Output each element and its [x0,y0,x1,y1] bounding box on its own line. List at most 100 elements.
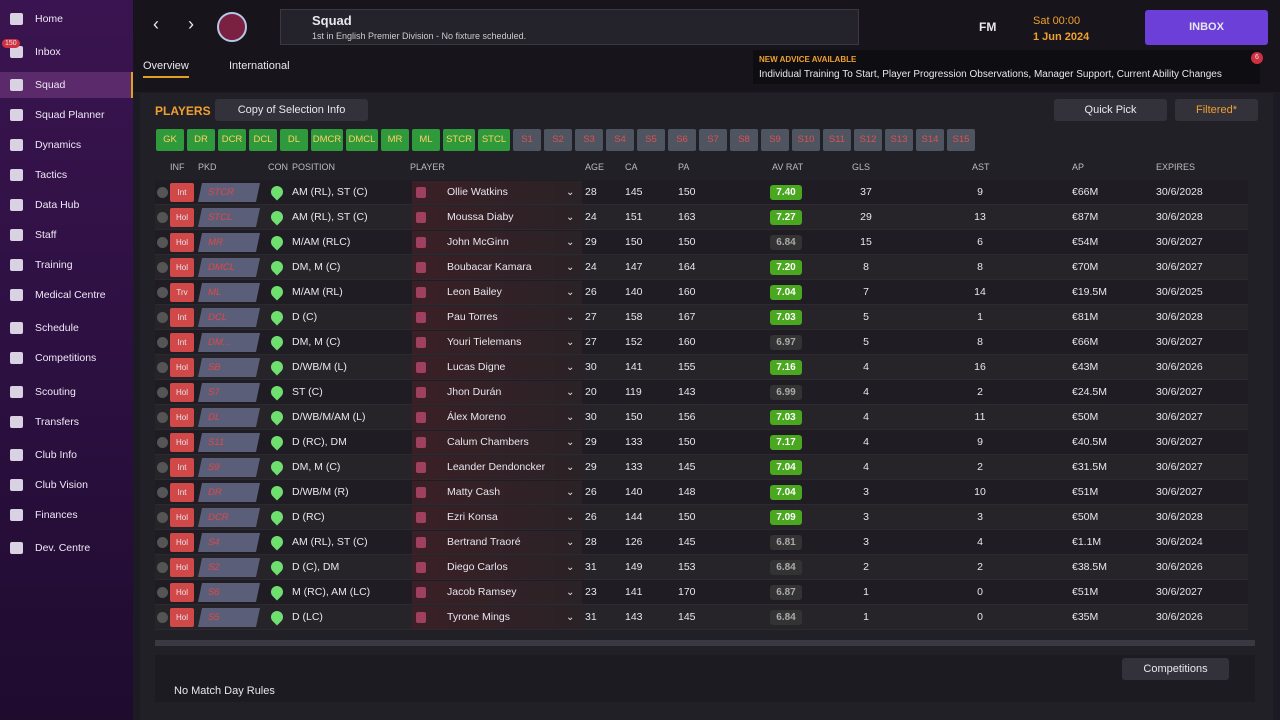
column-header[interactable]: PA [678,162,690,172]
player-row[interactable] [155,580,1248,605]
nav-item[interactable]: Inbox [0,39,133,65]
picked-position[interactable]: S9 [197,458,261,477]
column-header[interactable]: POSITION [292,162,336,172]
player-name[interactable]: Moussa Diaby [447,211,514,223]
nav-item[interactable]: Club Vision [0,472,133,498]
inbox-button[interactable]: INBOX [1145,10,1268,45]
player-name[interactable]: Jhon Durán [447,386,502,398]
player-name[interactable]: Ezri Konsa [447,511,498,523]
nav-item[interactable]: Tactics [0,162,133,188]
nav-item[interactable]: Squad [0,72,133,98]
row-dropdown[interactable]: ⌄ [566,262,575,273]
picked-position[interactable]: S11 [197,433,261,452]
player-row[interactable] [155,280,1248,305]
position-filter[interactable]: DCL [249,129,277,151]
select-check[interactable] [157,587,168,598]
player-name[interactable]: Pau Torres [447,311,498,323]
position-filter[interactable]: S8 [730,129,758,151]
position-filter[interactable]: S11 [823,129,851,151]
select-check[interactable] [157,212,168,223]
forward-button[interactable]: › [188,14,194,34]
select-check[interactable] [157,312,168,323]
position-filter[interactable]: S4 [606,129,634,151]
picked-position[interactable]: DR [197,483,261,502]
position-filter[interactable]: DL [280,129,308,151]
player-name[interactable]: Ollie Watkins [447,186,508,198]
player-row[interactable] [155,555,1248,580]
position-filter[interactable]: GK [156,129,184,151]
player-name[interactable]: Diego Carlos [447,561,508,573]
scrollbar[interactable] [155,640,1255,646]
column-header[interactable]: CA [625,162,638,172]
nav-item[interactable]: Squad Planner [0,102,133,128]
position-filter[interactable]: STCL [478,129,510,151]
picked-position[interactable]: S7 [197,383,261,402]
position-filter[interactable]: S3 [575,129,603,151]
select-check[interactable] [157,362,168,373]
picked-position[interactable]: DMCL [197,258,261,277]
quick-pick[interactable]: Quick Pick [1054,99,1167,121]
club-badge[interactable] [217,12,247,42]
picked-position[interactable]: MR [197,233,261,252]
player-name[interactable]: Calum Chambers [447,436,529,448]
player-row[interactable] [155,530,1248,555]
position-filter[interactable]: S9 [761,129,789,151]
column-header[interactable]: GLS [852,162,871,172]
row-dropdown[interactable]: ⌄ [566,437,575,448]
select-check[interactable] [157,562,168,573]
picked-position[interactable]: DCR [197,508,261,527]
row-dropdown[interactable]: ⌄ [566,337,575,348]
player-row[interactable] [155,430,1248,455]
player-name[interactable]: Tyrone Mings [447,611,511,623]
row-dropdown[interactable]: ⌄ [566,512,575,523]
player-row[interactable] [155,230,1248,255]
picked-position[interactable]: DCL [197,308,261,327]
column-header[interactable]: PKD [198,162,217,172]
nav-item[interactable]: Home [0,6,133,32]
nav-item[interactable]: Club Info [0,442,133,468]
column-header[interactable]: CON [268,162,288,172]
position-filter[interactable]: DMCL [346,129,378,151]
player-name[interactable]: John McGinn [447,236,509,248]
position-filter[interactable]: S10 [792,129,820,151]
position-filter[interactable]: DMCR [311,129,343,151]
column-header[interactable]: AV RAT [772,162,804,172]
player-row[interactable] [155,455,1248,480]
player-row[interactable] [155,505,1248,530]
picked-position[interactable]: SB [197,358,261,377]
picked-position[interactable]: S6 [197,583,261,602]
player-name[interactable]: Jacob Ramsey [447,586,517,598]
row-dropdown[interactable]: ⌄ [566,612,575,623]
nav-item[interactable]: Dynamics [0,132,133,158]
nav-item[interactable]: Scouting [0,379,133,405]
advice-panel[interactable] [753,50,1260,84]
picked-position[interactable]: ML [197,283,261,302]
position-filter[interactable]: S15 [947,129,975,151]
position-filter[interactable]: S6 [668,129,696,151]
nav-item[interactable]: Transfers [0,409,133,435]
select-check[interactable] [157,512,168,523]
select-check[interactable] [157,487,168,498]
select-check[interactable] [157,462,168,473]
picked-position[interactable]: DM... [197,333,261,352]
player-name[interactable]: Matty Cash [447,486,501,498]
player-name[interactable]: Leon Bailey [447,286,502,298]
player-name[interactable]: Leander Dendoncker [447,461,546,473]
select-check[interactable] [157,287,168,298]
player-name[interactable]: Lucas Digne [447,361,506,373]
picked-position[interactable]: STCR [197,183,261,202]
row-dropdown[interactable]: ⌄ [566,187,575,198]
row-dropdown[interactable]: ⌄ [566,387,575,398]
nav-item[interactable]: Dev. Centre [0,535,133,561]
row-dropdown[interactable]: ⌄ [566,487,575,498]
player-row[interactable] [155,355,1248,380]
select-check[interactable] [157,612,168,623]
column-header[interactable]: EXPIRES [1156,162,1196,172]
row-dropdown[interactable]: ⌄ [566,412,575,423]
nav-item[interactable]: Finances [0,502,133,528]
player-row[interactable] [155,305,1248,330]
column-header[interactable]: PLAYER [410,162,445,172]
player-name[interactable]: Boubacar Kamara [447,261,532,273]
search-box[interactable] [280,9,859,45]
back-button[interactable]: ‹ [153,14,159,34]
